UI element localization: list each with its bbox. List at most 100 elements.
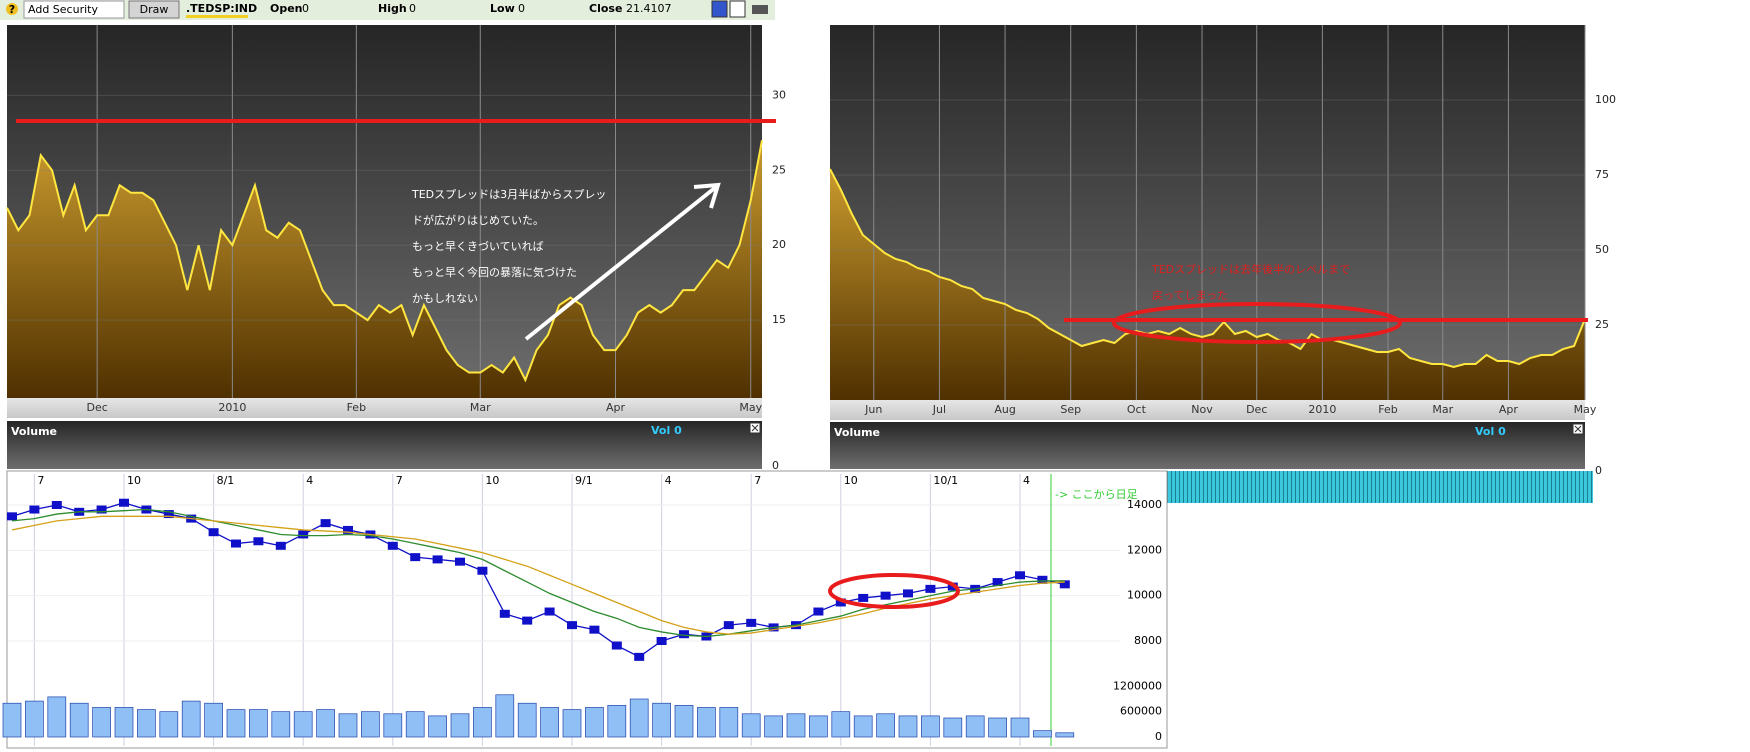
volume-bar <box>921 715 940 738</box>
y-tick-label: 12000 <box>1127 543 1162 556</box>
x-tick-label: Oct <box>1127 403 1147 416</box>
volume-bar <box>517 702 537 738</box>
volume-bar <box>629 698 649 738</box>
drawn-ellipse <box>1112 302 1402 344</box>
volume-axis <box>1585 422 1617 469</box>
volume-bar <box>853 715 873 738</box>
candle <box>7 512 17 521</box>
volume-bar <box>607 704 627 738</box>
x-tick-label: 2010 <box>218 401 246 414</box>
volume-pane <box>830 422 1585 469</box>
candle <box>992 578 1003 587</box>
candle <box>477 566 488 575</box>
x-axis-strip <box>7 398 762 418</box>
volume-axis <box>762 421 800 469</box>
y2-tick-label: 1200000 <box>1113 679 1162 692</box>
field-label: Low <box>490 2 515 15</box>
volume-bar <box>249 709 268 738</box>
annotation: TEDスプレッドは3月半ばからスプレッ <box>411 187 606 201</box>
candle <box>903 589 913 598</box>
candle <box>410 553 421 562</box>
field-label: Open <box>270 2 303 15</box>
view-icon[interactable] <box>729 0 746 18</box>
volume-bar <box>988 717 1007 738</box>
draw-button[interactable] <box>128 0 180 19</box>
candle <box>231 539 241 548</box>
x-tick-label: Dec <box>87 401 108 414</box>
line <box>6 140 763 383</box>
volume-bar <box>674 704 694 738</box>
view-icon[interactable] <box>711 0 728 18</box>
y-tick-label: 0 <box>772 459 779 472</box>
close-x <box>1574 425 1582 433</box>
y-tick-label: 20 <box>772 238 786 251</box>
y-tick-label: 14000 <box>1127 498 1162 511</box>
x-tick-label: Apr <box>606 401 626 414</box>
ticker-underline <box>186 15 248 18</box>
chart-left: Dec 2010 Feb Mar Apr May 15 20 25 30 TEDスプレッドは3月半ば… <box>6 25 800 472</box>
candle <box>679 630 689 639</box>
annotation: もっと早くきづいていれば <box>412 240 544 253</box>
x-tick-label: May <box>1574 403 1597 416</box>
drawn-arrowhead <box>693 182 721 209</box>
button-text: Draw <box>140 3 169 16</box>
volume-bar <box>405 711 425 738</box>
volume-bar <box>1055 732 1075 738</box>
volume-bar <box>809 715 828 738</box>
x-tick-label: Nov <box>1191 403 1213 416</box>
x-tick-label: Dec <box>1246 403 1267 416</box>
candle <box>544 607 555 616</box>
x-tick-label: 4 <box>1023 474 1030 487</box>
candle <box>746 618 757 627</box>
input-text: Add Security <box>28 3 98 16</box>
chart-frame <box>6 470 1168 749</box>
help-mark: ? <box>9 3 15 16</box>
volume-bar <box>697 707 716 738</box>
x-tick-label: 8/1 <box>217 474 235 487</box>
volume-bar <box>473 707 492 738</box>
volume-bar <box>1033 730 1052 738</box>
volume-bar <box>204 702 223 738</box>
search-input[interactable] <box>23 0 125 19</box>
volume-bar <box>181 700 201 738</box>
volume-bar <box>495 694 515 738</box>
y-tick-label: 25 <box>772 163 786 176</box>
candle <box>1015 571 1025 580</box>
candle <box>51 501 62 509</box>
field-label: Close <box>589 2 622 15</box>
x-tick-label: Aug <box>994 403 1015 416</box>
chart-right: Jun Jul Aug Sep Oct Nov Dec 2010 Feb Mar Apr May 25 5… <box>829 25 1617 503</box>
area <box>830 169 1585 400</box>
volume-bar <box>562 709 582 738</box>
y-tick-label: 0 <box>1595 464 1602 477</box>
volume-bar <box>114 707 134 738</box>
volume-bar <box>92 707 111 738</box>
volume-bar <box>47 696 67 738</box>
volume-bar <box>1010 717 1030 738</box>
volume-bar <box>786 713 806 738</box>
candle <box>634 652 645 661</box>
volume-title: Volume <box>11 425 57 438</box>
field-value: 0 <box>409 2 416 15</box>
volume-label: Vol 0 <box>1475 425 1506 438</box>
annotation: かもしれない <box>412 292 478 305</box>
y-tick-label: 30 <box>772 88 786 101</box>
volume-bar <box>741 713 761 738</box>
volume-bar <box>428 715 447 738</box>
volume-bar <box>652 702 671 738</box>
help-icon[interactable] <box>6 3 18 15</box>
volume-bar <box>719 707 739 738</box>
y2-tick-label: 0 <box>1155 730 1162 743</box>
annotation: -> ここから日足 <box>1055 488 1138 501</box>
candle <box>455 557 465 566</box>
field-value: 0 <box>518 2 525 15</box>
x-tick-label: Sep <box>1060 403 1081 416</box>
y-tick-label: 25 <box>1595 318 1609 331</box>
print-icon[interactable] <box>752 5 768 14</box>
x-tick-label: 9/1 <box>575 474 593 487</box>
line <box>829 168 1586 369</box>
volume-title: Volume <box>834 426 880 439</box>
candle <box>298 530 309 539</box>
volume-bar <box>898 715 918 738</box>
